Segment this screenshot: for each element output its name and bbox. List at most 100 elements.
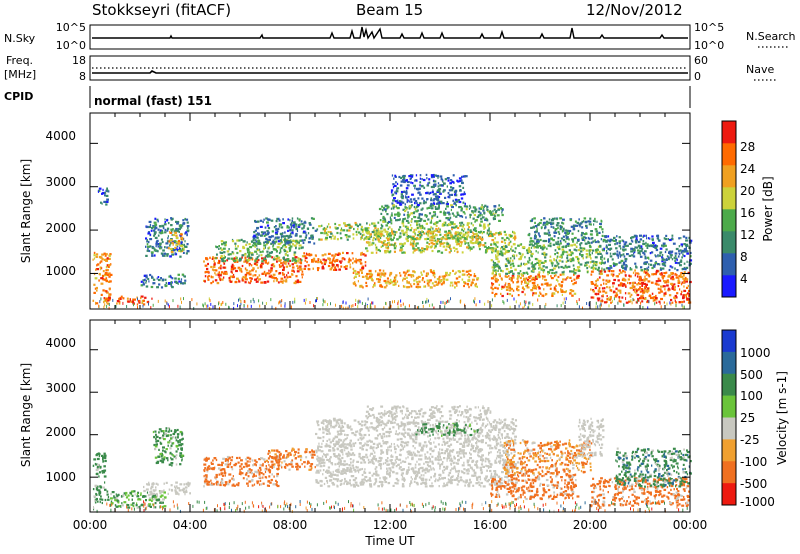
- power-cell: [674, 261, 678, 264]
- power-cell: [482, 208, 485, 211]
- power-cell: [639, 255, 643, 258]
- power-cell: [311, 237, 314, 240]
- power-cell: [241, 254, 245, 257]
- power-cell: [297, 257, 300, 260]
- power-cell: [541, 267, 544, 270]
- velocity-panel: Slant Range [km] 4000 3000 2000 1000: [19, 319, 692, 513]
- power-cell: [471, 281, 474, 284]
- power-cell: [672, 272, 674, 275]
- power-cell: [444, 211, 447, 214]
- power-cell: [659, 252, 661, 255]
- power-cell: [148, 280, 150, 283]
- power-cell: [499, 274, 501, 278]
- power-cell: [598, 287, 601, 290]
- power-cell: [259, 250, 262, 254]
- power-cell: [432, 199, 435, 202]
- power-cell: [254, 242, 257, 246]
- power-cell: [639, 246, 642, 249]
- power-cell: [118, 297, 121, 300]
- power-cell: [651, 238, 654, 241]
- power-cell: [532, 292, 535, 295]
- power-cell: [336, 238, 339, 241]
- power-cell: [253, 300, 255, 304]
- velocity-cell: [96, 468, 99, 471]
- power-cell: [659, 272, 662, 276]
- power-cell: [543, 217, 545, 220]
- power-cell: [328, 261, 332, 264]
- power-cell: [272, 248, 276, 251]
- power-cell: [500, 240, 504, 243]
- power-cell: [478, 207, 481, 210]
- power-cell: [501, 209, 503, 212]
- power-cell: [295, 239, 298, 242]
- power-cell: [674, 286, 676, 289]
- power-cell: [379, 275, 382, 278]
- power-cell: [428, 181, 431, 184]
- power-cell: [433, 175, 435, 178]
- power-cell: [399, 246, 403, 249]
- power-cell: [622, 263, 626, 266]
- power-cell: [503, 239, 506, 242]
- power-cell: [287, 254, 289, 257]
- power-cell: [654, 262, 658, 265]
- velocity-cell: [145, 488, 149, 491]
- power-cell: [466, 232, 468, 235]
- power-cell: [220, 240, 224, 243]
- power-cell: [619, 300, 622, 303]
- power-cell: [652, 296, 654, 299]
- power-cell: [659, 301, 661, 305]
- power-cell: [385, 204, 389, 207]
- power-cell: [491, 282, 493, 285]
- power-cell: [562, 266, 565, 269]
- freq-strip-frame: [89, 55, 691, 81]
- power-cell: [403, 180, 406, 184]
- power-cell: [401, 244, 405, 247]
- power-cell: [485, 217, 488, 220]
- power-cell: [592, 289, 595, 292]
- power-cell: [343, 258, 346, 261]
- power-cell: [443, 223, 446, 227]
- power-cell: [368, 269, 372, 272]
- power-cell: [400, 299, 402, 303]
- power-cell: [276, 236, 280, 239]
- power-cell: [283, 244, 286, 247]
- power-cell: [353, 227, 355, 231]
- power-cell: [223, 251, 226, 254]
- power-cell: [406, 200, 408, 204]
- power-cell: [406, 198, 408, 201]
- power-cell: [630, 236, 633, 240]
- velocity-cell: [177, 448, 179, 451]
- power-cell: [382, 241, 385, 244]
- power-cell: [663, 294, 666, 297]
- power-cell: [577, 257, 579, 260]
- power-cell: [611, 239, 614, 242]
- power-cell: [411, 204, 413, 207]
- power-cell: [433, 180, 437, 183]
- power-cell: [609, 252, 612, 255]
- velocity-cell: [158, 431, 160, 434]
- power-cell: [276, 230, 279, 233]
- power-cell: [455, 215, 458, 218]
- power-cell: [291, 257, 295, 260]
- power-cell: [394, 200, 397, 203]
- power-cell: [635, 246, 639, 249]
- power-cell: [419, 177, 421, 180]
- power-cell: [571, 252, 574, 255]
- power-cell: [357, 225, 359, 228]
- power-cell: [393, 278, 395, 282]
- power-cell: [670, 302, 672, 306]
- power-cell: [576, 241, 578, 244]
- power-cell: [504, 264, 508, 268]
- power-cell: [279, 223, 283, 226]
- power-cell: [637, 297, 639, 301]
- power-cell: [623, 255, 626, 258]
- power-cell: [496, 287, 499, 290]
- power-cell: [381, 241, 383, 244]
- power-cell: [254, 236, 258, 239]
- power-cell: [645, 297, 647, 301]
- power-cell: [417, 197, 420, 200]
- power-cell: [355, 233, 358, 236]
- power-cell: [559, 228, 562, 231]
- velocity-cell: [97, 463, 100, 466]
- power-cell: [674, 257, 678, 260]
